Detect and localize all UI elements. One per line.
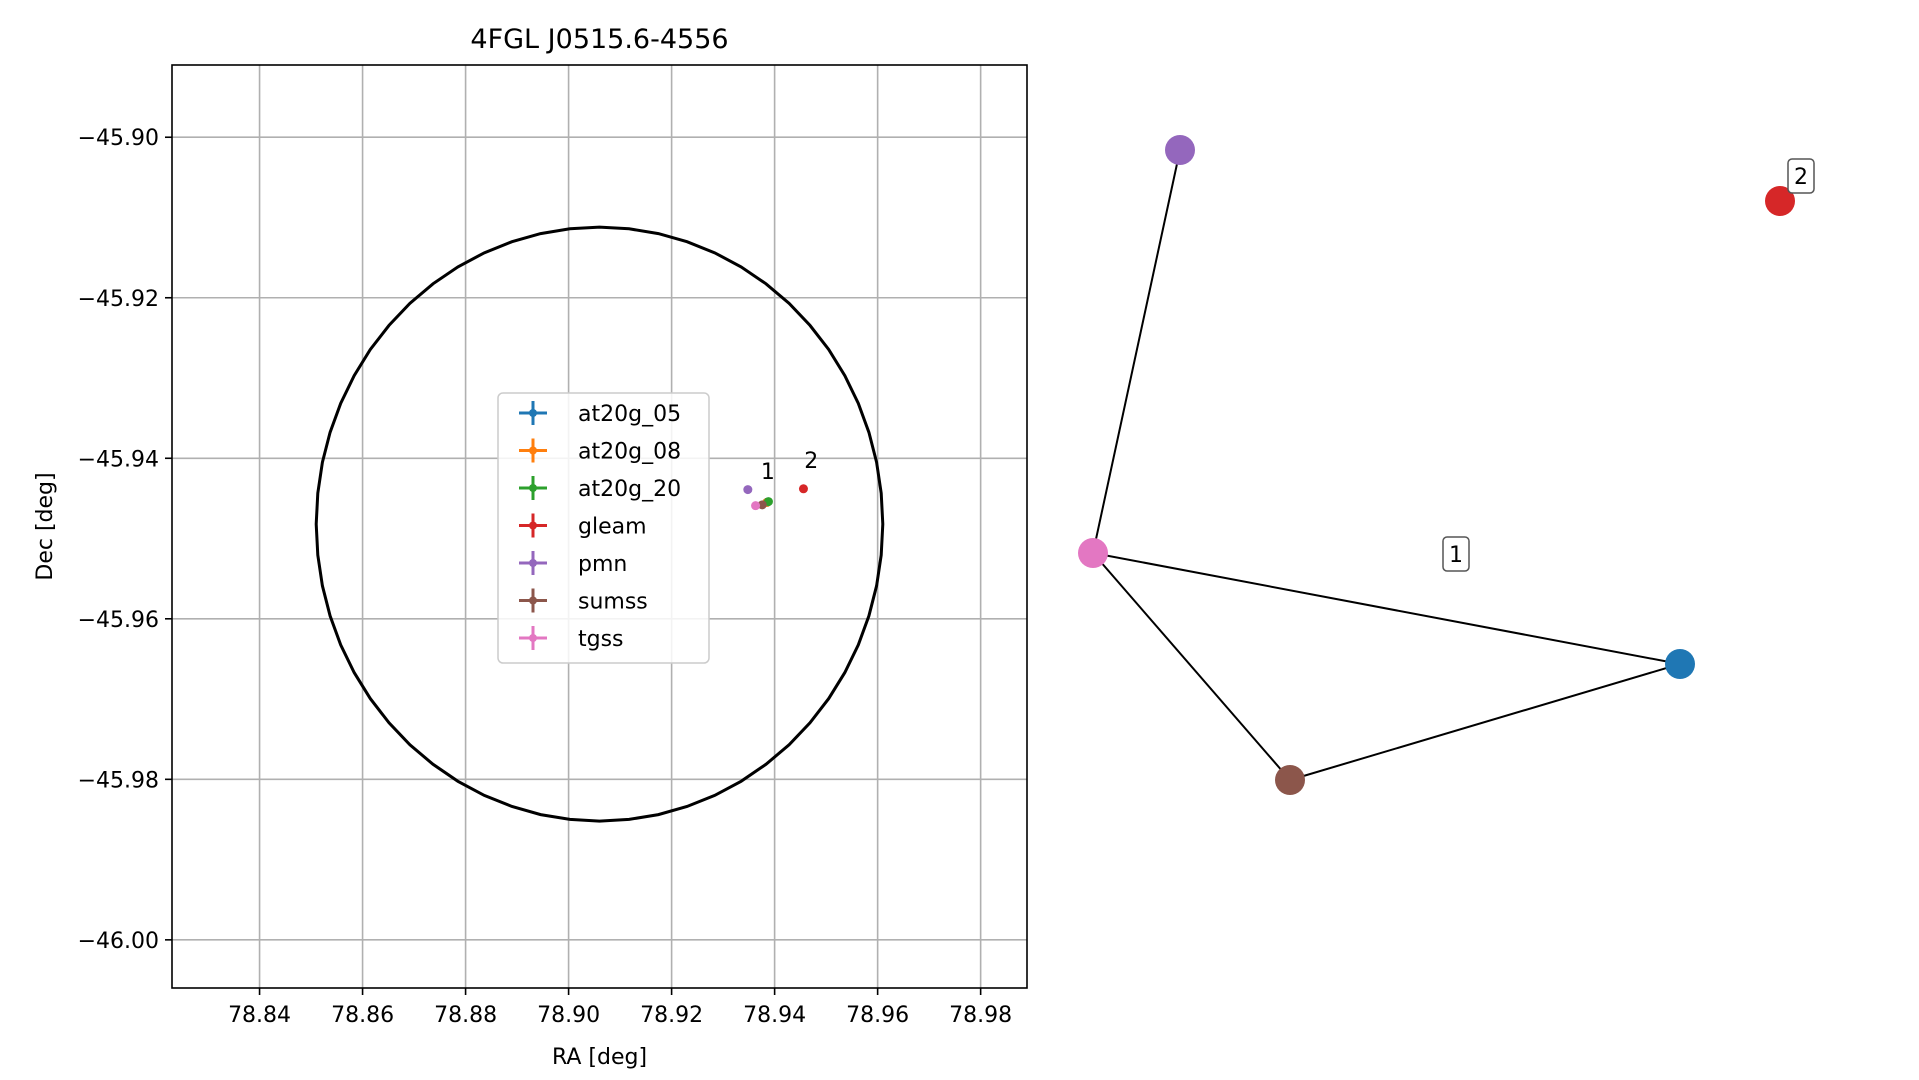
legend-dot-gleam: [529, 521, 537, 530]
annotation-1: 1: [761, 460, 775, 485]
y-tick-label: −45.92: [78, 287, 159, 312]
legend-label-sumss: sumss: [578, 590, 648, 615]
chart-title: 4FGL J0515.6-4556: [470, 24, 728, 55]
annotation-2: 2: [804, 449, 818, 474]
x-tick-label: 78.98: [949, 1003, 1012, 1028]
localization-ellipse: [314, 225, 885, 823]
legend-label-at20g_08: at20g_08: [578, 440, 681, 465]
y-tick-label: −45.98: [78, 768, 159, 793]
y-tick-label: −45.94: [78, 447, 159, 472]
network-label-1: 1: [1449, 543, 1463, 568]
y-tick-label: −46.00: [78, 929, 159, 954]
source-points: [743, 484, 808, 511]
plot-frame: [171, 64, 1028, 989]
x-tick-label: 78.96: [846, 1003, 909, 1028]
network-edges: [1092, 149, 1681, 781]
point-pmn: [743, 485, 753, 495]
node-sumss: [1275, 765, 1305, 795]
legend-dot-at20g_08: [529, 446, 537, 455]
legend-label-gleam: gleam: [578, 515, 647, 540]
legend-dot-sumss: [529, 596, 537, 605]
network-label-2: 2: [1794, 165, 1808, 190]
point-tgss: [751, 501, 761, 511]
x-tick-label: 78.92: [640, 1003, 703, 1028]
y-tick-label: −45.90: [78, 126, 159, 151]
network-labels: 12: [1442, 158, 1815, 572]
y-ticks: −45.90 −45.92 −45.94 −45.96 −45.98 −46.00: [78, 126, 172, 954]
edge-sumss-at20g: [1289, 663, 1681, 781]
network-label-box-2: [1787, 158, 1815, 194]
x-tick-label: 78.84: [228, 1003, 291, 1028]
y-tick-label: −45.96: [78, 608, 159, 633]
legend-dot-pmn: [529, 559, 537, 567]
edge-tgss-at20g: [1092, 552, 1681, 665]
x-tick-label: 78.94: [743, 1003, 806, 1028]
node-at20g: [1665, 649, 1695, 679]
node-pmn: [1165, 135, 1195, 165]
x-axis-label: RA [deg]: [552, 1045, 647, 1070]
y-axis-label: Dec [deg]: [33, 472, 58, 580]
point-gleam: [798, 484, 808, 494]
legend-dot-at20g_05: [529, 409, 537, 417]
point-sumss: [757, 500, 767, 510]
edge-pmn-tgss: [1092, 149, 1181, 554]
network-label-box-1: [1442, 536, 1470, 572]
node-gleam: [1765, 186, 1795, 216]
legend-label-at20g_05: at20g_05: [578, 402, 681, 427]
legend-dot-tgss: [529, 634, 537, 642]
legend-label-pmn: pmn: [578, 552, 627, 577]
legend-frame: [497, 392, 710, 664]
x-tick-label: 78.90: [537, 1003, 600, 1028]
legend-dot-at20g_20: [529, 484, 537, 492]
legend-label-at20g_20: at20g_20: [578, 477, 681, 502]
network-graph: 12: [1078, 135, 1815, 795]
network-nodes: [1078, 135, 1795, 795]
x-tick-label: 78.86: [331, 1003, 394, 1028]
node-tgss: [1078, 538, 1108, 568]
x-ticks: 78.84 78.86 78.88 78.90 78.92 78.94 78.96 78.98: [228, 988, 1012, 1028]
edge-tgss-sumss: [1092, 552, 1291, 781]
legend-label-tgss: tgss: [578, 627, 624, 652]
x-tick-label: 78.88: [434, 1003, 497, 1028]
